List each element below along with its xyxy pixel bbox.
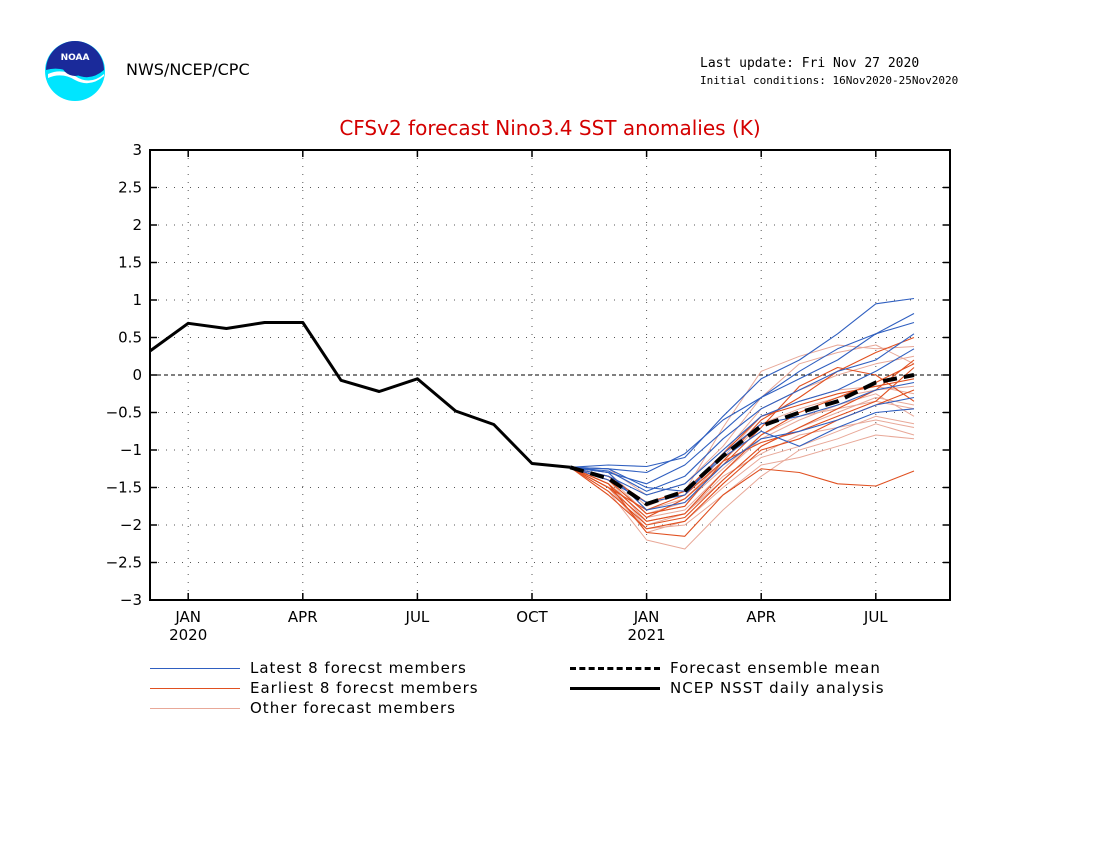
y-tick-label: 2 bbox=[132, 216, 142, 234]
y-tick-label: 1 bbox=[132, 291, 142, 309]
earliest-member-line bbox=[570, 378, 915, 504]
legend-label: Earliest 8 forecst members bbox=[250, 679, 479, 697]
y-tick-label: −1.5 bbox=[106, 479, 142, 497]
legend-swatch bbox=[150, 668, 240, 669]
grid bbox=[150, 150, 950, 600]
latest-member-line bbox=[570, 333, 915, 492]
legend-label: Latest 8 forecst members bbox=[250, 659, 467, 677]
y-tick-label: 1.5 bbox=[118, 254, 142, 272]
x-tick-label: JUL bbox=[863, 608, 888, 626]
analysis-line bbox=[149, 321, 571, 469]
y-tick-label: 0.5 bbox=[118, 329, 142, 347]
x-tick-label: JAN bbox=[174, 608, 201, 626]
y-axis: 3 2.5 2 1.5 1 0.5 0 −0.5 −1 −1.5 −2 −2.5 −3 bbox=[106, 141, 950, 609]
x-tick-year: 2020 bbox=[169, 626, 207, 644]
y-tick-label: 3 bbox=[132, 141, 142, 159]
other-member-line bbox=[570, 344, 915, 496]
x-tick-label: OCT bbox=[516, 608, 548, 626]
noaa-logo-text: NOAA bbox=[61, 53, 90, 63]
y-tick-label: 0 bbox=[132, 366, 142, 384]
earliest-member-line bbox=[569, 359, 915, 526]
y-tick-label: −2.5 bbox=[106, 554, 142, 572]
series bbox=[149, 297, 915, 550]
legend-label: NCEP NSST daily analysis bbox=[670, 679, 885, 697]
latest-member-line bbox=[570, 297, 915, 468]
legend-swatch bbox=[150, 708, 240, 709]
y-tick-label: −0.5 bbox=[106, 404, 142, 422]
noaa-logo: NOAA bbox=[44, 40, 106, 102]
org-label: NWS/NCEP/CPC bbox=[126, 60, 250, 79]
latest-member-line bbox=[570, 313, 915, 474]
earliest-member-line bbox=[569, 366, 915, 519]
y-tick-label: −2 bbox=[120, 516, 142, 534]
plot-frame bbox=[149, 149, 951, 601]
x-tick-label: APR bbox=[746, 608, 776, 626]
legend-swatch bbox=[150, 688, 240, 689]
x-tick-label: JUL bbox=[405, 608, 430, 626]
y-tick-label: 2.5 bbox=[118, 179, 142, 197]
legend-swatch bbox=[570, 667, 660, 670]
y-tick-label: −3 bbox=[120, 591, 142, 609]
latest-member-line bbox=[570, 408, 915, 492]
ensemble-mean-line bbox=[569, 373, 915, 506]
initial-conditions: Initial conditions: 16Nov2020-25Nov2020 bbox=[700, 74, 959, 87]
y-tick-label: −1 bbox=[120, 441, 142, 459]
x-tick-label: JAN bbox=[633, 608, 660, 626]
latest-member-line bbox=[570, 396, 915, 511]
legend-label: Forecast ensemble mean bbox=[670, 659, 881, 677]
x-tick-label: APR bbox=[288, 608, 318, 626]
legend-label: Other forecast members bbox=[250, 699, 456, 717]
latest-member-line bbox=[570, 348, 915, 496]
legend-swatch bbox=[570, 687, 660, 690]
x-tick-year: 2021 bbox=[628, 626, 666, 644]
chart-title: CFSv2 forecast Nino3.4 SST anomalies (K) bbox=[339, 116, 761, 140]
last-update: Last update: Fri Nov 27 2020 bbox=[700, 56, 920, 71]
other-member-line bbox=[569, 423, 915, 550]
other-member-line bbox=[570, 355, 915, 515]
